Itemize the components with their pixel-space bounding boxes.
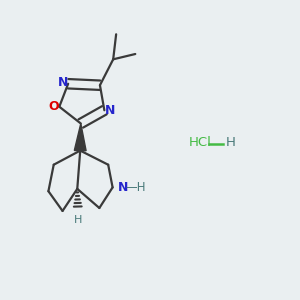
Text: H: H	[74, 215, 82, 225]
Text: H: H	[226, 136, 236, 149]
Text: N: N	[58, 76, 68, 89]
Polygon shape	[74, 124, 86, 151]
Text: HCl: HCl	[188, 136, 211, 149]
Text: —H: —H	[125, 181, 146, 194]
Text: O: O	[48, 100, 59, 112]
Text: N: N	[118, 181, 128, 194]
Text: N: N	[104, 104, 115, 117]
